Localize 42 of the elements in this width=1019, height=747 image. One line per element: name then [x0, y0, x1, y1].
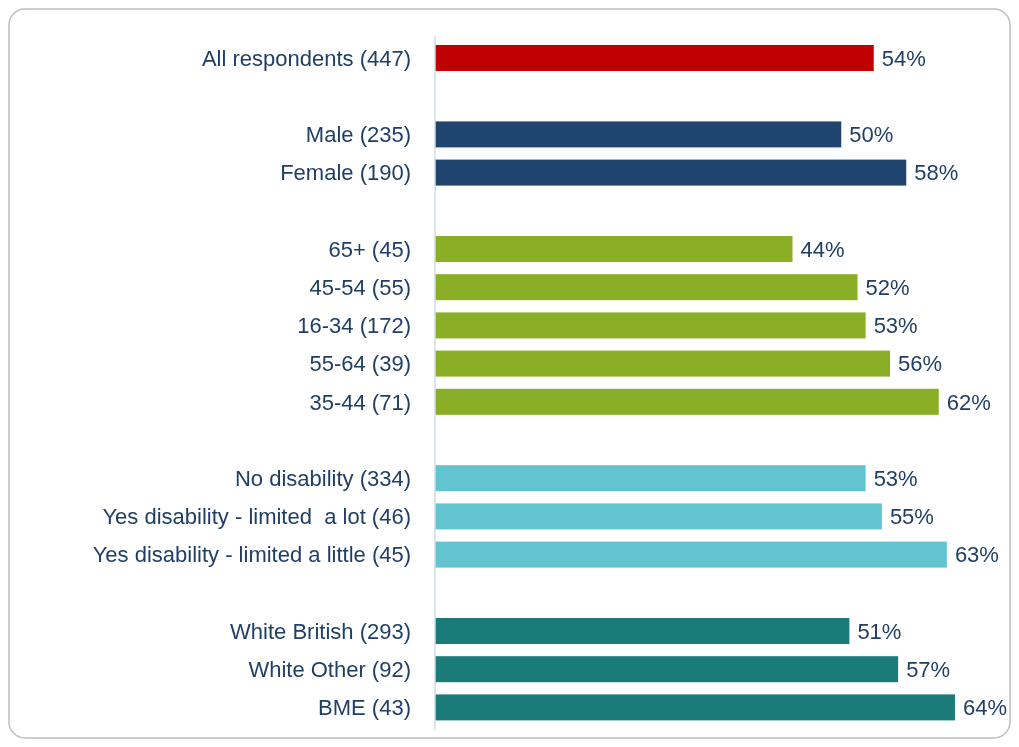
bar [435, 656, 899, 683]
data-label: 44% [800, 236, 845, 262]
data-label: 53% [873, 313, 918, 339]
bar [435, 465, 866, 492]
data-label: 50% [849, 122, 894, 148]
bar [435, 694, 955, 721]
y-tick-label: 45-54 (55) [309, 274, 411, 300]
y-tick-label: 65+ (45) [328, 236, 411, 262]
data-label: 64% [963, 695, 1008, 721]
data-label: 62% [946, 389, 991, 415]
data-label: 51% [857, 618, 902, 644]
y-tick-label: 16-34 (172) [297, 313, 411, 339]
y-tick-label: Female (190) [280, 160, 411, 186]
bar [435, 45, 874, 71]
y-tick-label: Male (235) [305, 122, 411, 148]
data-label: 58% [914, 160, 959, 186]
y-tick-label: White Other (92) [248, 656, 411, 682]
y-tick-label: White British (293) [230, 618, 411, 644]
data-label: 55% [889, 504, 934, 530]
data-label: 63% [954, 542, 999, 568]
y-tick-label: BME (43) [318, 695, 411, 721]
y-tick-label: Yes disability - limited a lot (46) [102, 504, 411, 530]
data-label: 53% [873, 465, 918, 491]
bar [435, 274, 858, 301]
bar [435, 541, 947, 568]
bar [435, 350, 890, 377]
bar [435, 503, 882, 530]
y-tick-label: No disability (334) [234, 465, 411, 491]
data-label: 52% [865, 274, 910, 300]
data-label: 57% [906, 656, 951, 682]
bar [435, 388, 939, 415]
data-label: 54% [881, 45, 926, 71]
bar [435, 312, 866, 339]
y-tick-label: 55-64 (39) [309, 351, 411, 377]
y-tick-label: 35-44 (71) [309, 389, 411, 415]
y-tick-label: Yes disability - limited a little (45) [92, 542, 411, 568]
bar [435, 236, 793, 262]
y-tick-label: All respondents (447) [201, 45, 411, 71]
data-label: 56% [898, 351, 943, 377]
bar [435, 121, 842, 148]
bar [435, 618, 850, 644]
bar [435, 159, 907, 186]
